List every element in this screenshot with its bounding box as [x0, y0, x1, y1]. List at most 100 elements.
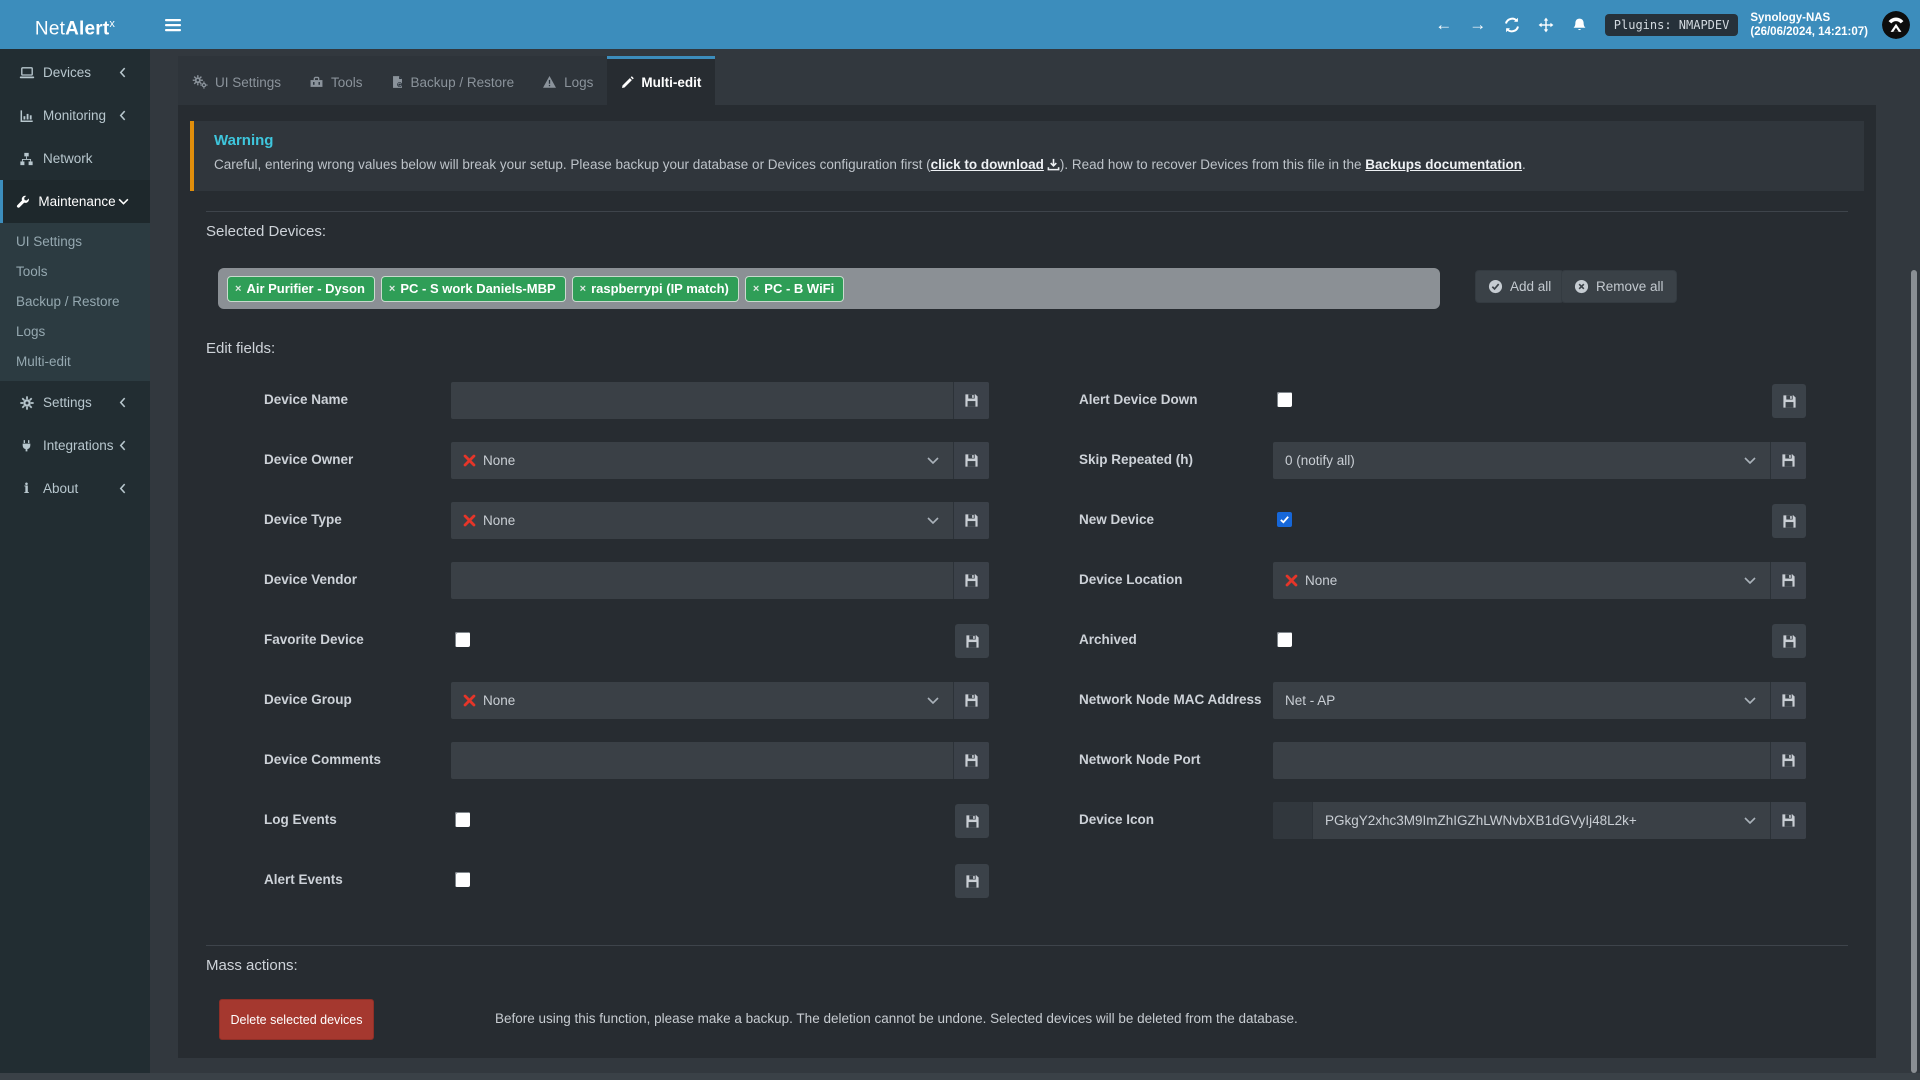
sidebar-item-settings[interactable]: Settings — [0, 381, 150, 424]
save-button[interactable] — [1770, 682, 1806, 719]
red-x-icon — [463, 514, 476, 527]
download-backup-link[interactable]: click to download — [931, 157, 1060, 172]
device-tag-label: PC - S work Daniels-MBP — [400, 281, 556, 296]
backups-documentation-link[interactable]: Backups documentation — [1365, 157, 1523, 172]
save-button[interactable] — [955, 624, 989, 658]
save-button[interactable] — [955, 864, 989, 898]
favorite-device-checkbox[interactable] — [455, 632, 470, 647]
tab-ui-settings[interactable]: UI Settings — [178, 56, 296, 105]
input-group: None — [1273, 562, 1806, 599]
save-button[interactable] — [1772, 384, 1806, 418]
sidebar-item-integrations[interactable]: Integrations — [0, 424, 150, 467]
warning-box: Warning Careful, entering wrong values b… — [190, 121, 1864, 191]
save-button[interactable] — [1770, 802, 1806, 839]
device-tag[interactable]: × raspberrypi (IP match) — [571, 275, 739, 302]
save-button[interactable] — [1772, 624, 1806, 658]
device-type-select[interactable]: None — [451, 502, 953, 539]
device-tag[interactable]: × PC - B WiFi — [744, 275, 845, 302]
save-button[interactable] — [955, 804, 989, 838]
device-group-select[interactable]: None — [451, 682, 953, 719]
save-button[interactable] — [953, 742, 989, 779]
network-node-mac-address-select[interactable]: Net - AP — [1273, 682, 1770, 719]
device-name-input[interactable] — [451, 382, 953, 419]
vertical-scrollbar[interactable] — [1911, 270, 1917, 1073]
plugins-badge[interactable]: Plugins: NMAPDEV — [1604, 13, 1739, 36]
chevron-left-icon — [114, 110, 131, 121]
device-comments-input[interactable] — [451, 742, 953, 779]
tab-backup-restore[interactable]: Backup / Restore — [376, 56, 529, 105]
floppy-save-icon — [964, 513, 979, 528]
app-logo[interactable]: NetAlertx — [34, 18, 116, 40]
input-group: None — [451, 442, 989, 479]
device-icon-select[interactable]: PGkgY2xhc3M9ImZhIGZhLWNvbXB1dGVyIj48L2k+ — [1273, 802, 1770, 839]
add-all-button[interactable]: Add all — [1475, 270, 1565, 303]
field-label: Device Type — [264, 512, 342, 527]
save-button[interactable] — [953, 562, 989, 599]
sidebar-subitem-logs[interactable]: Logs — [16, 324, 46, 339]
save-button[interactable] — [1772, 504, 1806, 538]
sidebar-subitem-backup-restore[interactable]: Backup / Restore — [16, 294, 120, 309]
back-arrow-icon[interactable]: ← — [1435, 14, 1453, 34]
sidebar-subitem-tools[interactable]: Tools — [16, 264, 48, 279]
multi-edit-panel: Warning Careful, entering wrong values b… — [178, 105, 1876, 1058]
sidebar-item-label: Integrations — [43, 438, 114, 453]
field-label: Alert Events — [264, 872, 343, 887]
tab-tools[interactable]: Tools — [295, 56, 377, 105]
user-avatar[interactable] — [1882, 10, 1910, 39]
sidebar-item-about[interactable]: i About — [0, 467, 150, 510]
red-x-icon — [1285, 574, 1298, 587]
tab-logs[interactable]: Logs — [528, 56, 608, 105]
device-tag[interactable]: × PC - S work Daniels-MBP — [380, 275, 566, 302]
save-button[interactable] — [1770, 562, 1806, 599]
remove-all-button[interactable]: Remove all — [1561, 270, 1677, 303]
save-button[interactable] — [953, 442, 989, 479]
network-node-port-input[interactable] — [1273, 742, 1770, 779]
sidebar-subitem-multi-edit[interactable]: Multi-edit — [16, 354, 71, 369]
sidebar-subitem-ui-settings[interactable]: UI Settings — [16, 234, 83, 249]
device-tag[interactable]: × Air Purifier - Dyson — [227, 275, 375, 302]
remove-tag-icon[interactable]: × — [579, 282, 587, 295]
field-label: Network Node Port — [1079, 752, 1201, 767]
menu-bars-icon[interactable] — [150, 0, 196, 49]
sidebar-item-maintenance[interactable]: Maintenance — [0, 180, 150, 223]
save-button[interactable] — [953, 502, 989, 539]
remove-tag-icon[interactable]: × — [388, 282, 396, 295]
delete-selected-devices-button[interactable]: Delete selected devices — [219, 999, 374, 1040]
move-icon[interactable] — [1529, 0, 1563, 49]
refresh-icon[interactable] — [1495, 0, 1529, 49]
sidebar-item-monitoring[interactable]: Monitoring — [0, 94, 150, 137]
sidebar-item-devices[interactable]: Devices — [0, 51, 150, 94]
backup-file-icon — [391, 75, 404, 89]
field-row-new-device: New Device — [1079, 502, 1806, 562]
sidebar-item-label: Monitoring — [43, 108, 107, 123]
tab-multi-edit[interactable]: Multi-edit — [607, 56, 716, 105]
input-group — [1273, 742, 1806, 779]
device-location-select[interactable]: None — [1273, 562, 1770, 599]
skip-repeated-h-select[interactable]: 0 (notify all) — [1273, 442, 1770, 479]
field-label: Device Name — [264, 392, 349, 407]
bell-icon[interactable] — [1563, 0, 1597, 49]
field-control: None — [451, 502, 989, 539]
new-device-checkbox[interactable] — [1277, 512, 1292, 527]
device-vendor-input[interactable] — [451, 562, 953, 599]
save-button[interactable] — [1770, 442, 1806, 479]
times-circle-icon — [1574, 279, 1589, 294]
sidebar-item-network[interactable]: Network — [0, 137, 150, 180]
alert-events-checkbox[interactable] — [455, 872, 470, 887]
remove-tag-icon[interactable]: × — [752, 282, 760, 295]
chevron-left-icon — [114, 67, 131, 78]
save-button[interactable] — [953, 682, 989, 719]
field-row-archived: Archived — [1079, 622, 1806, 682]
device-icon-preview — [1273, 802, 1313, 839]
remove-tag-icon[interactable]: × — [235, 282, 242, 295]
alert-device-down-checkbox[interactable] — [1277, 392, 1292, 407]
field-label: Device Location — [1079, 572, 1183, 587]
selected-devices-box[interactable]: × Air Purifier - Dyson × PC - S work Daniel… — [218, 268, 1440, 309]
log-events-checkbox[interactable] — [455, 812, 470, 827]
tab-label: Logs — [564, 74, 594, 90]
save-button[interactable] — [953, 382, 989, 419]
device-owner-select[interactable]: None — [451, 442, 953, 479]
archived-checkbox[interactable] — [1277, 632, 1292, 647]
forward-arrow-icon[interactable]: → — [1469, 14, 1487, 34]
save-button[interactable] — [1770, 742, 1806, 779]
